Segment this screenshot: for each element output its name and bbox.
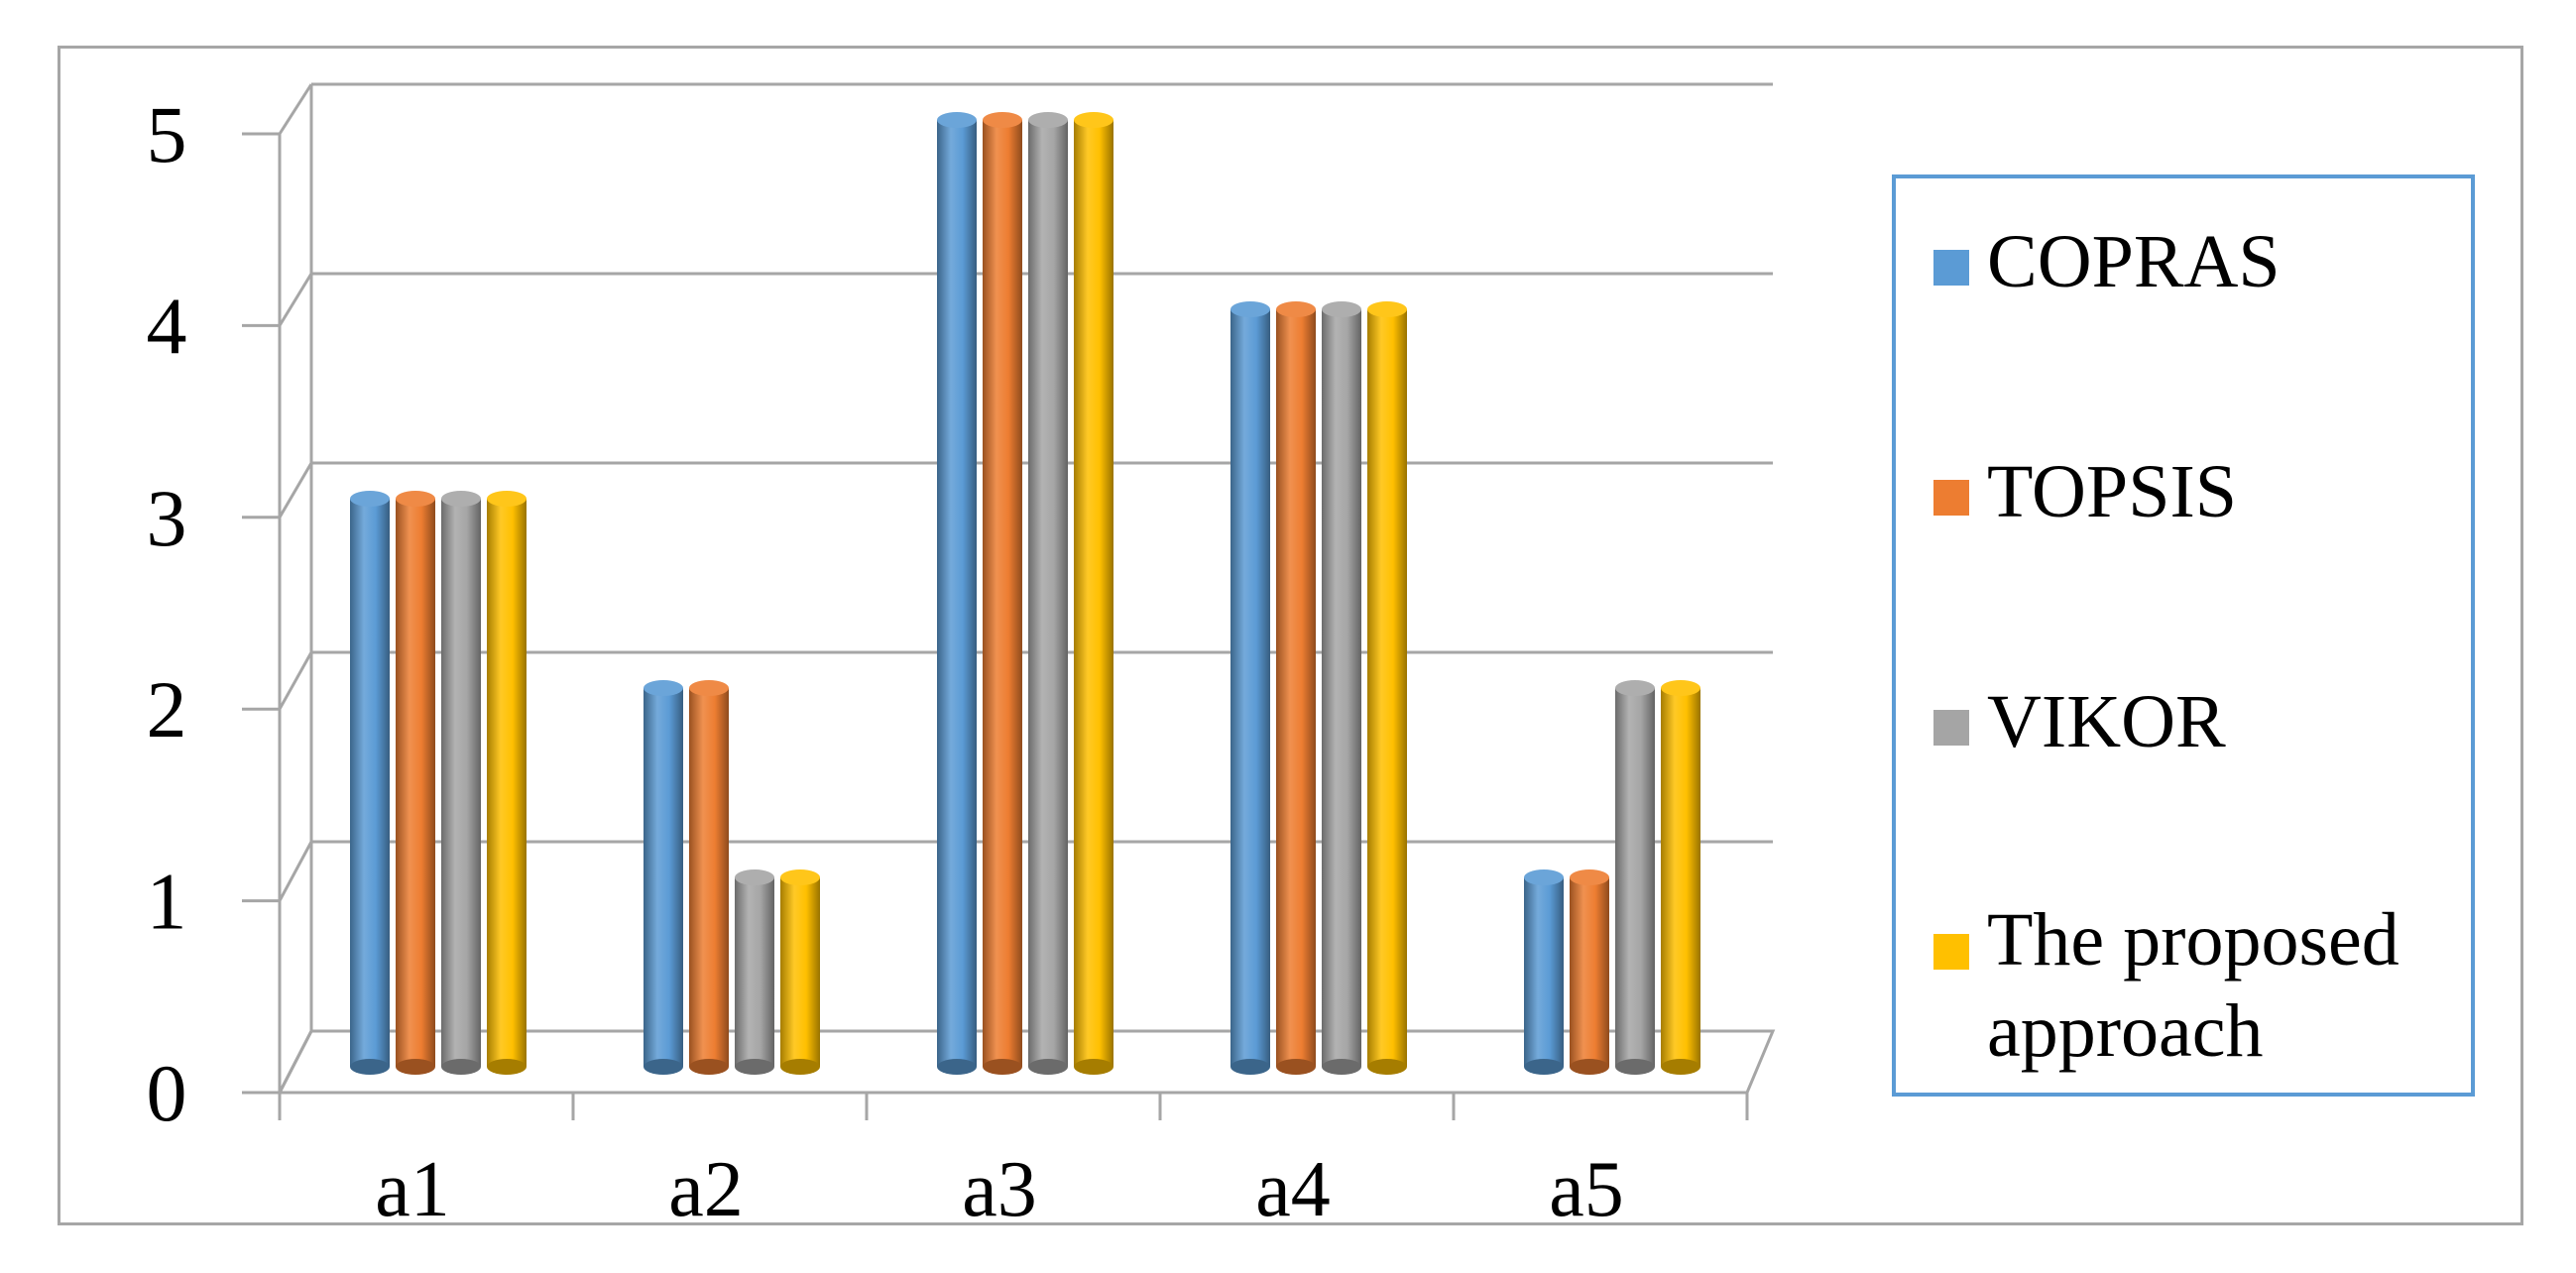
bar <box>937 112 977 1075</box>
bar <box>441 491 481 1075</box>
category-label: a2 <box>668 1146 744 1233</box>
legend: COPRAS TOPSIS VIKOR The proposed approac… <box>1892 174 2475 1097</box>
gridline-side <box>278 651 313 710</box>
ytick-label: 2 <box>147 664 187 754</box>
bar <box>1570 869 1609 1075</box>
legend-label-vikor: VIKOR <box>1987 680 2226 763</box>
legend-label-proposed: The proposed approach <box>1987 898 2400 1073</box>
bar <box>1230 301 1270 1075</box>
gridline-side <box>278 462 313 519</box>
category-label: a5 <box>1549 1146 1624 1233</box>
bar <box>983 112 1022 1075</box>
bar <box>1367 301 1407 1075</box>
bar <box>1028 112 1068 1075</box>
bar <box>1074 112 1113 1075</box>
legend-swatch-copras <box>1933 250 1969 286</box>
bar <box>350 491 390 1075</box>
legend-swatch-topsis <box>1933 480 1969 516</box>
legend-label-copras: COPRAS <box>1987 220 2281 303</box>
bar <box>780 869 820 1075</box>
gridline-side <box>278 273 313 327</box>
bar <box>689 680 729 1075</box>
gridline-side <box>278 83 313 135</box>
bar <box>1276 301 1316 1075</box>
legend-swatch-vikor <box>1933 710 1969 746</box>
ytick-label: 4 <box>147 281 187 371</box>
bar <box>1661 680 1700 1075</box>
bar <box>644 680 683 1075</box>
legend-swatch-proposed <box>1933 934 1969 970</box>
legend-label-topsis: TOPSIS <box>1987 450 2238 533</box>
gridline-side <box>278 841 313 902</box>
bar <box>487 491 527 1075</box>
bar <box>1615 680 1655 1075</box>
category-label: a4 <box>1255 1146 1331 1233</box>
bar <box>735 869 774 1075</box>
category-label: a3 <box>962 1146 1037 1233</box>
bar <box>1322 301 1361 1075</box>
ytick-label: 1 <box>147 857 187 947</box>
category-label: a1 <box>375 1146 450 1233</box>
bar <box>396 491 435 1075</box>
bar <box>1524 869 1564 1075</box>
ytick-label: 0 <box>147 1048 187 1138</box>
ytick-label: 3 <box>147 473 187 563</box>
ytick-label: 5 <box>147 89 187 179</box>
